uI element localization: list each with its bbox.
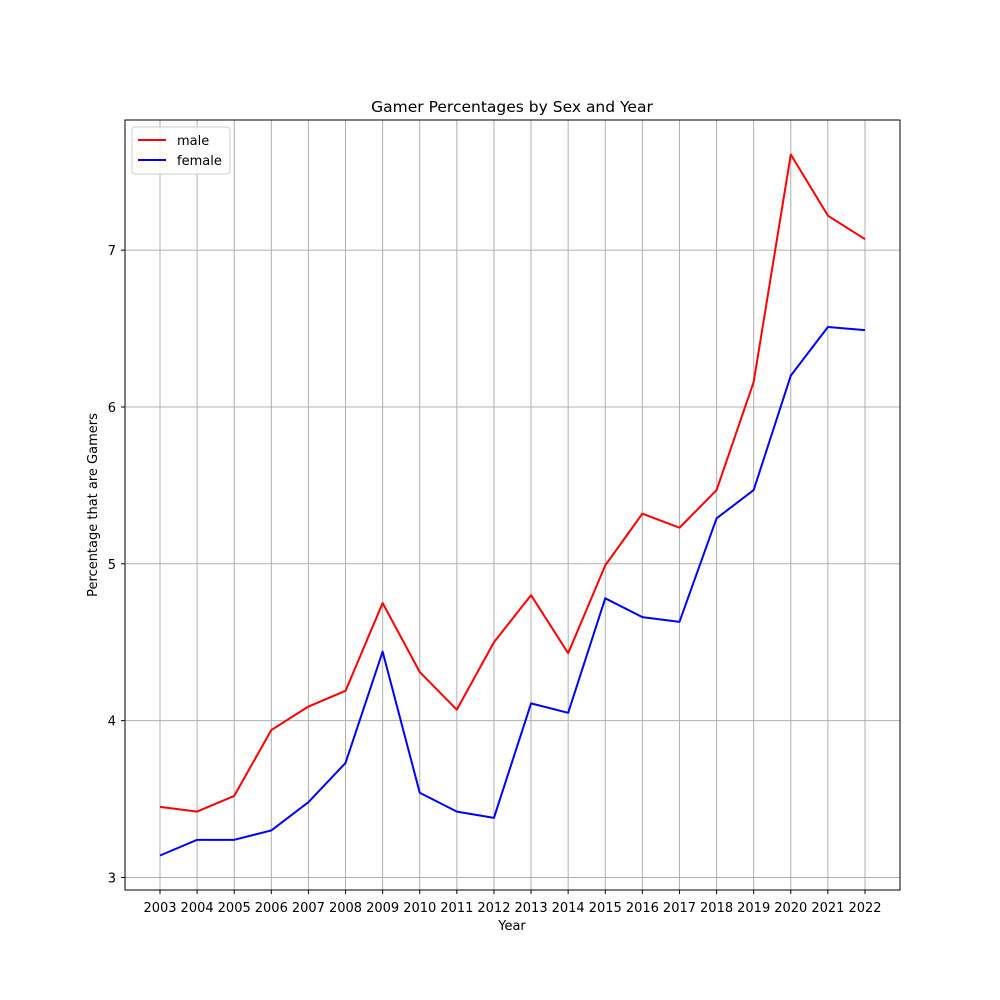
y-tick-label: 3: [108, 871, 116, 886]
x-tick-label: 2008: [329, 901, 362, 916]
legend-label-female: female: [177, 154, 222, 169]
x-tick-label: 2019: [737, 901, 770, 916]
y-tick-label: 5: [108, 558, 116, 573]
legend-label-male: male: [177, 134, 209, 149]
plot-frame: [124, 119, 901, 891]
x-axis-label: Year: [497, 919, 526, 934]
x-tick-label: 2007: [292, 901, 325, 916]
x-tick-label: 2011: [440, 901, 473, 916]
series-line-female: [159, 326, 866, 857]
x-tick-label: 2012: [477, 901, 510, 916]
x-tick-label: 2003: [143, 901, 176, 916]
legend: male female: [131, 126, 231, 175]
x-tick-label: 2015: [589, 901, 622, 916]
legend-box: [131, 126, 231, 175]
x-tick-label: 2006: [255, 901, 288, 916]
x-tick-label: 2005: [218, 901, 251, 916]
y-tick-label: 4: [108, 715, 116, 730]
grid: [125, 120, 900, 890]
x-tick-label: 2004: [181, 901, 214, 916]
series-lines: [159, 153, 866, 857]
x-tick-label: 2013: [515, 901, 548, 916]
x-tick-label: 2020: [774, 901, 807, 916]
y-tick-label: 7: [108, 244, 116, 259]
x-tick-label: 2021: [811, 901, 844, 916]
y-axis-ticks: 3 4 5 6 7: [108, 244, 125, 886]
x-tick-label: 2017: [663, 901, 696, 916]
x-tick-label: 2010: [403, 901, 436, 916]
x-tick-label: 2009: [366, 901, 399, 916]
x-tick-label: 2022: [848, 901, 881, 916]
x-axis-ticks: 2003 2004 2005 2006 2007 2008 2009 2010 2011 2012…: [143, 890, 882, 916]
x-tick-label: 2018: [700, 901, 733, 916]
x-tick-label: 2016: [626, 901, 659, 916]
y-axis-label: Percentage that are Gamers: [86, 413, 101, 597]
chart-title: Gamer Percentages by Sex and Year: [371, 98, 653, 116]
y-tick-label: 6: [108, 401, 116, 416]
series-line-male: [159, 153, 866, 813]
x-tick-label: 2014: [552, 901, 585, 916]
